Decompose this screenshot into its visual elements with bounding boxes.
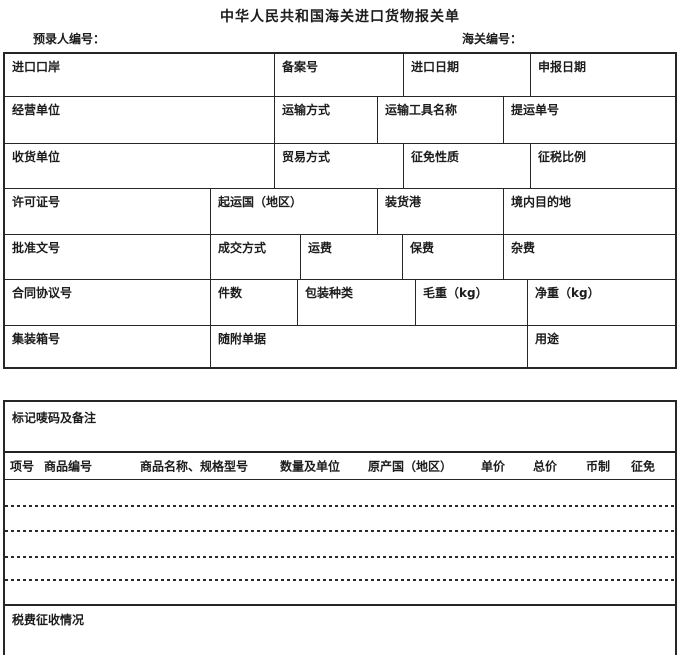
- field-accompanying-documents: 随附单据: [210, 326, 527, 367]
- goods-row-rule-line: [5, 530, 675, 532]
- pre-entry-number-label: 预录人编号：: [33, 32, 106, 46]
- field-net-weight: 净重（kg）: [527, 280, 675, 325]
- field-gross-weight: 毛重（kg）: [415, 280, 527, 325]
- field-tax-ratio: 征税比例: [530, 144, 675, 188]
- field-import-date: 进口日期: [403, 54, 530, 96]
- field-transport-vehicle-name: 运输工具名称: [377, 97, 503, 143]
- field-approval-number: 批准文号: [12, 241, 61, 255]
- field-bill-of-lading-number: 提运单号: [503, 97, 675, 143]
- table-row: 集装箱号 随附单据 用途: [5, 325, 675, 367]
- col-currency: 币制: [586, 459, 611, 474]
- field-freight: 运费: [300, 235, 402, 279]
- customs-number-label: 海关编号：: [462, 32, 523, 46]
- field-piece-count: 件数: [210, 280, 297, 325]
- tax-collection-label: 税费征收情况: [12, 613, 85, 627]
- field-record-number: 备案号: [274, 54, 403, 96]
- field-purpose: 用途: [527, 326, 675, 367]
- table-row: 经营单位 运输方式 运输工具名称 提运单号: [5, 96, 675, 143]
- goods-row-rule-line: [5, 505, 675, 507]
- field-trade-mode: 贸易方式: [274, 144, 403, 188]
- tax-section-divider: [5, 604, 675, 606]
- field-domestic-destination: 境内目的地: [503, 189, 675, 234]
- col-total-price: 总价: [533, 459, 558, 474]
- table-row: 许可证号 起运国（地区） 装货港 境内目的地: [5, 188, 675, 234]
- field-levy-exemption-nature: 征免性质: [403, 144, 530, 188]
- field-transport-mode: 运输方式: [274, 97, 377, 143]
- col-origin-country: 原产国（地区）: [368, 459, 453, 474]
- marks-remarks-label: 标记唛码及备注: [12, 411, 97, 425]
- field-consignee-unit: 收货单位: [12, 150, 61, 164]
- field-operating-unit: 经营单位: [12, 103, 61, 117]
- col-unit-price: 单价: [481, 459, 506, 474]
- field-declaration-date: 申报日期: [530, 54, 675, 96]
- col-levy-exemption: 征免: [631, 459, 656, 474]
- field-misc-fees: 杂费: [503, 235, 675, 279]
- field-license-number: 许可证号: [12, 195, 61, 209]
- col-commodity-code: 商品编号: [44, 459, 93, 474]
- table-row: 合同协议号 件数 包装种类 毛重（kg） 净重（kg）: [5, 279, 675, 325]
- field-contract-number: 合同协议号: [12, 286, 73, 300]
- field-import-port: 进口口岸: [12, 60, 61, 74]
- goods-and-tax-section: 标记唛码及备注 项号 商品编号 商品名称、规格型号 数量及单位 原产国（地区） …: [3, 400, 677, 655]
- field-package-type: 包装种类: [297, 280, 415, 325]
- form-title: 中华人民共和国海关进口货物报关单: [220, 9, 460, 25]
- field-insurance: 保费: [402, 235, 503, 279]
- table-row: 收货单位 贸易方式 征免性质 征税比例: [5, 143, 675, 188]
- goods-row-rule-line: [5, 579, 675, 581]
- goods-table-header: 项号 商品编号 商品名称、规格型号 数量及单位 原产国（地区） 单价 总价 币制…: [5, 451, 675, 480]
- col-commodity-name-spec: 商品名称、规格型号: [140, 459, 249, 474]
- field-departure-country: 起运国（地区）: [210, 189, 377, 234]
- field-loading-port: 装货港: [377, 189, 503, 234]
- col-quantity-unit: 数量及单位: [280, 459, 341, 474]
- table-row: 进口口岸 备案号 进口日期 申报日期: [5, 54, 675, 96]
- table-row: 批准文号 成交方式 运费 保费 杂费: [5, 234, 675, 279]
- goods-row-rule-line: [5, 556, 675, 558]
- declaration-fields-table: 进口口岸 备案号 进口日期 申报日期 经营单位 运输方式 运输工具名称 提运单号…: [3, 52, 677, 369]
- col-item-number: 项号: [10, 459, 35, 474]
- field-container-number: 集装箱号: [12, 332, 61, 346]
- field-transaction-mode: 成交方式: [210, 235, 300, 279]
